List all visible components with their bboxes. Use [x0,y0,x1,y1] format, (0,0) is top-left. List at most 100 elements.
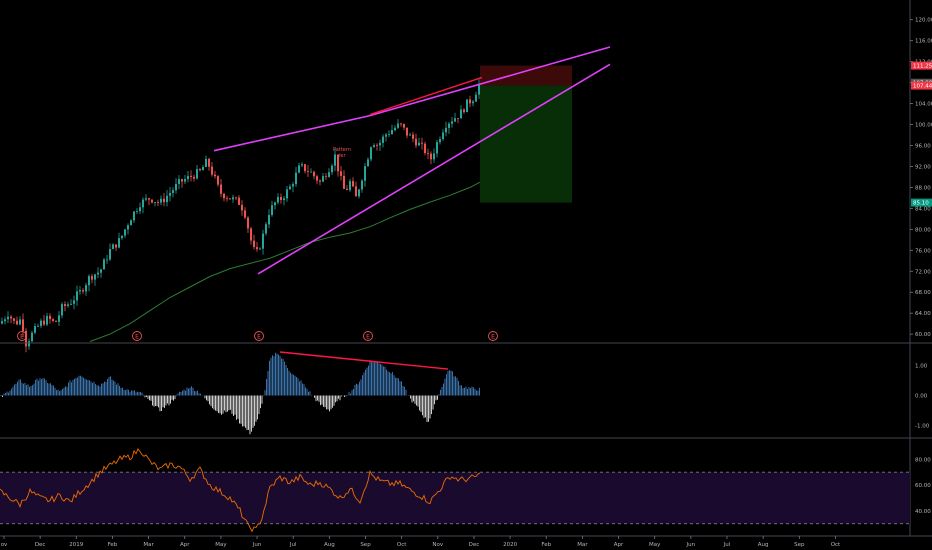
time-axis-label: 2019 [69,542,83,548]
time-axis-label: ov [1,542,8,548]
candle-body [442,132,444,140]
candle-body [370,147,372,160]
target-zone [480,85,572,203]
candle-body [445,127,447,133]
candle-body [316,176,318,181]
wedge-lower-trendline[interactable] [257,63,611,275]
price-axis-label: 88.00 [915,185,931,191]
candle-body [184,179,186,182]
price-pane[interactable]: Pattern ter E E E E E [1,46,611,353]
candle-body [409,134,411,136]
candle-body [28,341,30,347]
rsi-axis-label: 80.00 [915,457,931,463]
candle-body [49,315,51,320]
resistance-trendline[interactable] [369,76,483,116]
macd-histogram [0,352,480,435]
rsi-pane[interactable] [0,447,910,533]
time-axis[interactable]: ov Dec 2019 Feb Mar Apr May Jun Jul Aug Sep Oct Nov D… [1,536,841,548]
candle-body [214,174,216,177]
price-tag [911,61,932,70]
earnings-marker-icon [363,331,373,341]
time-axis-label: Mar [143,542,154,548]
wedge-upper-trendline[interactable] [213,46,611,152]
candle-body [406,127,408,136]
candle-body [232,197,234,200]
price-axis-label: 100.00 [915,123,932,129]
candle-body [112,244,114,249]
earnings-marker-label: E [491,333,495,340]
candle-body [295,172,297,185]
price-axis-label: 92.00 [915,164,931,170]
candle-body [427,153,429,154]
candle-body [340,171,342,176]
time-axis-label: Jun [252,542,262,548]
candle-body [304,164,306,172]
macd-axis-label: -1.00 [915,424,930,430]
macd-pane[interactable] [0,351,480,435]
candle-body [373,145,375,148]
candle-body [205,158,207,167]
price-axis-label: 76.00 [915,248,931,254]
rsi-axis[interactable]: 80.00 60.00 40.00 [915,457,931,515]
candle-body [250,228,252,241]
candle-body [283,198,285,200]
candle-body [418,142,420,146]
earnings-marker-label: E [257,333,261,340]
candle-body [325,176,327,177]
candle-body [229,198,231,200]
candle-body [313,171,315,177]
candle-body [301,164,303,166]
candle-body [226,198,228,199]
candle-body [199,169,201,171]
candle-body [115,244,117,248]
candle-body [334,154,336,166]
candle-body [277,197,279,203]
candle-body [403,123,405,128]
candle-body [460,109,462,119]
candle-body [244,210,246,218]
rsi-axis-label: 60.00 [915,483,931,489]
time-axis-label: Feb [108,542,118,548]
time-axis-label: Aug [324,542,335,548]
time-axis-label: Nov [432,542,443,548]
macd-axis[interactable]: 1.00 0.00 -1.00 [915,364,930,430]
candle-body [169,193,171,196]
candle-body [130,220,132,226]
candle-body [64,304,66,306]
stop-zone [480,65,572,86]
price-axis-label: 80.00 [915,227,931,233]
candle-body [430,153,432,160]
candle-body [238,197,240,205]
candle-body [106,259,108,261]
candle-body [160,198,162,203]
candle-body [466,99,468,113]
price-axis-label: 60.00 [915,332,931,338]
candle-body [235,197,237,199]
candle-body [193,176,195,179]
candle-body [31,332,33,342]
price-axis-label: 68.00 [915,290,931,296]
divergence-line[interactable] [279,351,449,370]
candle-body [352,181,354,187]
candle-body [310,171,312,173]
candle-body [280,197,282,200]
time-axis-label: Aug [758,542,769,548]
candle-body [268,215,270,225]
time-axis-label: Sep [360,542,371,548]
candle-body [265,224,267,234]
time-axis-label: Feb [541,542,551,548]
candle-body [208,158,210,167]
time-axis-label: Dec [469,542,480,548]
candle-body [349,181,351,191]
candle-body [361,180,363,190]
candle-body [118,238,120,248]
candle-body [1,321,3,324]
candle-body [13,318,15,321]
earnings-marker-label: E [20,333,24,340]
candle-body [358,189,360,197]
candle-body [55,320,57,322]
candle-body [148,198,150,200]
candle-body [457,118,459,119]
pattern-label: Pattern [333,147,351,153]
